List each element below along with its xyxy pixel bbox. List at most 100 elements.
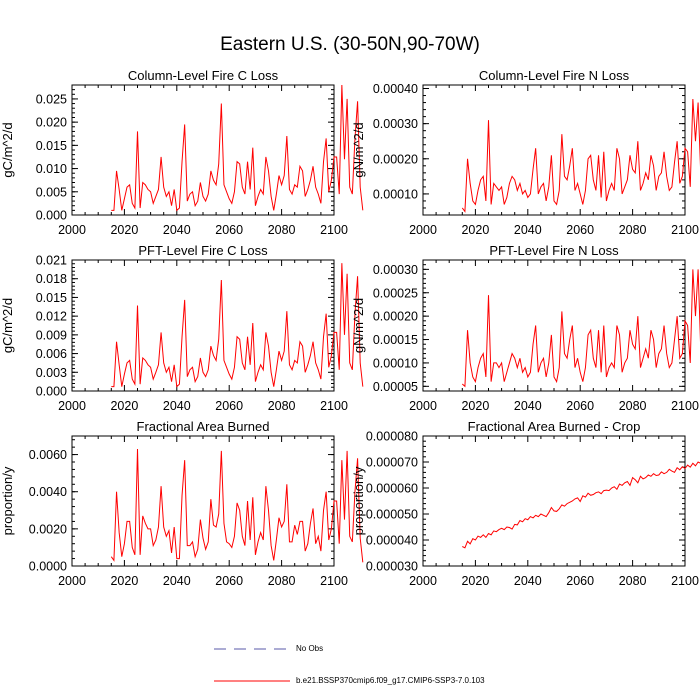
x-tick-label: 2080 [268,399,296,413]
y-tick-label: 0.015 [36,139,67,153]
x-tick-label: 2040 [163,574,191,588]
x-tick-label: 2060 [215,223,243,237]
x-tick-label: 2020 [461,574,489,588]
y-tick-label: 0.000030 [366,560,418,574]
x-tick-label: 2020 [461,399,489,413]
panel-title: PFT-Level Fire C Loss [138,243,268,258]
y-tick-label: 0.0060 [29,448,67,462]
x-tick-label: 2060 [566,223,594,237]
x-tick-label: 2060 [215,399,243,413]
y-tick-label: 0.018 [36,272,67,286]
x-tick-label: 2100 [671,223,699,237]
y-axis-label: gN/m^2/d [351,122,366,177]
series-line-1 [462,461,700,549]
y-tick-label: 0.025 [36,92,67,106]
x-tick-label: 2000 [58,399,86,413]
chart-panel-2: Column-Level Fire N Loss gN/m^2/d 2000 2020… [351,68,700,237]
x-tick-label: 2060 [566,399,594,413]
y-tick-label: 0.000080 [366,430,418,444]
y-axis-label: gC/m^2/d [0,122,15,177]
x-tick-label: 2100 [320,223,348,237]
y-tick-label: 0.00020 [373,152,418,166]
x-tick-label: 2020 [110,574,138,588]
y-tick-label: 0.00010 [373,356,418,370]
y-tick-label: 0.0000 [29,560,67,574]
x-tick-label: 2100 [671,399,699,413]
figure-title: Eastern U.S. (30-50N,90-70W) [220,34,480,55]
y-tick-label: 0.009 [36,328,67,342]
chart-panel-6: Fractional Area Burned - Crop proportion/… [351,419,700,588]
y-tick-label: 0.015 [36,291,67,305]
y-tick-label: 0.000 [36,209,67,223]
chart-panel-5: Fractional Area Burned proportion/y 2000 20… [0,419,364,588]
y-tick-label: 0.00010 [373,187,418,201]
y-tick-label: 0.000070 [366,456,418,470]
x-tick-label: 2000 [409,223,437,237]
y-tick-label: 0.00040 [373,82,418,96]
x-tick-label: 2000 [58,574,86,588]
series-line-1 [461,99,700,213]
plot-frame [71,435,335,567]
y-tick-label: 0.010 [36,162,67,176]
x-tick-label: 2040 [514,574,542,588]
chart-panel-3: PFT-Level Fire C Loss gC/m^2/d 2000 2020 204… [0,243,364,413]
panel-title: Fractional Area Burned - Crop [468,419,641,434]
x-tick-label: 2000 [58,223,86,237]
series-line-1 [111,263,364,388]
x-tick-label: 2100 [320,399,348,413]
x-tick-label: 2080 [619,574,647,588]
x-tick-label: 2040 [514,223,542,237]
series-line-1 [461,269,700,388]
x-tick-label: 2080 [268,223,296,237]
chart-panel-1: Column-Level Fire C Loss gC/m^2/d 2000 2020… [0,68,364,237]
x-tick-label: 2100 [671,574,699,588]
x-tick-label: 2040 [514,399,542,413]
y-tick-label: 0.00015 [373,333,418,347]
y-tick-label: 0.000040 [366,534,418,548]
x-tick-label: 2080 [619,399,647,413]
x-tick-label: 2040 [163,399,191,413]
panel-title: Fractional Area Burned [137,419,270,434]
y-tick-label: 0.00030 [373,117,418,131]
series-line-1 [111,84,364,212]
y-tick-label: 0.00005 [373,380,418,394]
x-tick-label: 2060 [566,574,594,588]
chart-panel-4: PFT-Level Fire N Loss gN/m^2/d 2000 2020 204… [351,243,700,413]
y-tick-label: 0.003 [36,366,67,380]
panel-title: Column-Level Fire N Loss [479,68,630,83]
x-tick-label: 2000 [409,574,437,588]
x-tick-label: 2080 [619,223,647,237]
x-tick-label: 2040 [163,223,191,237]
series-line-1 [110,448,364,563]
y-tick-label: 0.00020 [373,310,418,324]
x-tick-label: 2000 [409,399,437,413]
legend-obs-swatch [214,648,286,650]
y-tick-label: 0.005 [36,185,67,199]
x-tick-label: 2080 [268,574,296,588]
panel-title: PFT-Level Fire N Loss [489,243,619,258]
legend-model-swatch [214,680,290,682]
y-tick-label: 0.0040 [29,485,67,499]
panel-title: Column-Level Fire C Loss [128,68,279,83]
x-tick-label: 2060 [215,574,243,588]
x-tick-label: 2020 [110,399,138,413]
y-tick-label: 0.00025 [373,286,418,300]
legend-obs-label: No Obs [296,644,324,653]
y-tick-label: 0.006 [36,347,67,361]
y-tick-label: 0.0020 [29,522,67,536]
y-tick-label: 0.020 [36,116,67,130]
y-axis-label: proportion/y [351,466,366,535]
x-tick-label: 2020 [110,223,138,237]
x-tick-label: 2020 [461,223,489,237]
y-tick-label: 0.000 [36,385,67,399]
y-tick-label: 0.012 [36,310,67,324]
legend-model-label: b.e21.BSSP370cmip6.f09_g17.CMIP6-SSP3-7.… [296,676,485,685]
y-axis-label: proportion/y [0,466,15,535]
y-tick-label: 0.000060 [366,482,418,496]
y-axis-label: gN/m^2/d [351,298,366,353]
y-axis-label: gC/m^2/d [0,298,15,353]
y-tick-label: 0.00030 [373,263,418,277]
y-tick-label: 0.000050 [366,508,418,522]
y-tick-label: 0.021 [36,254,67,268]
